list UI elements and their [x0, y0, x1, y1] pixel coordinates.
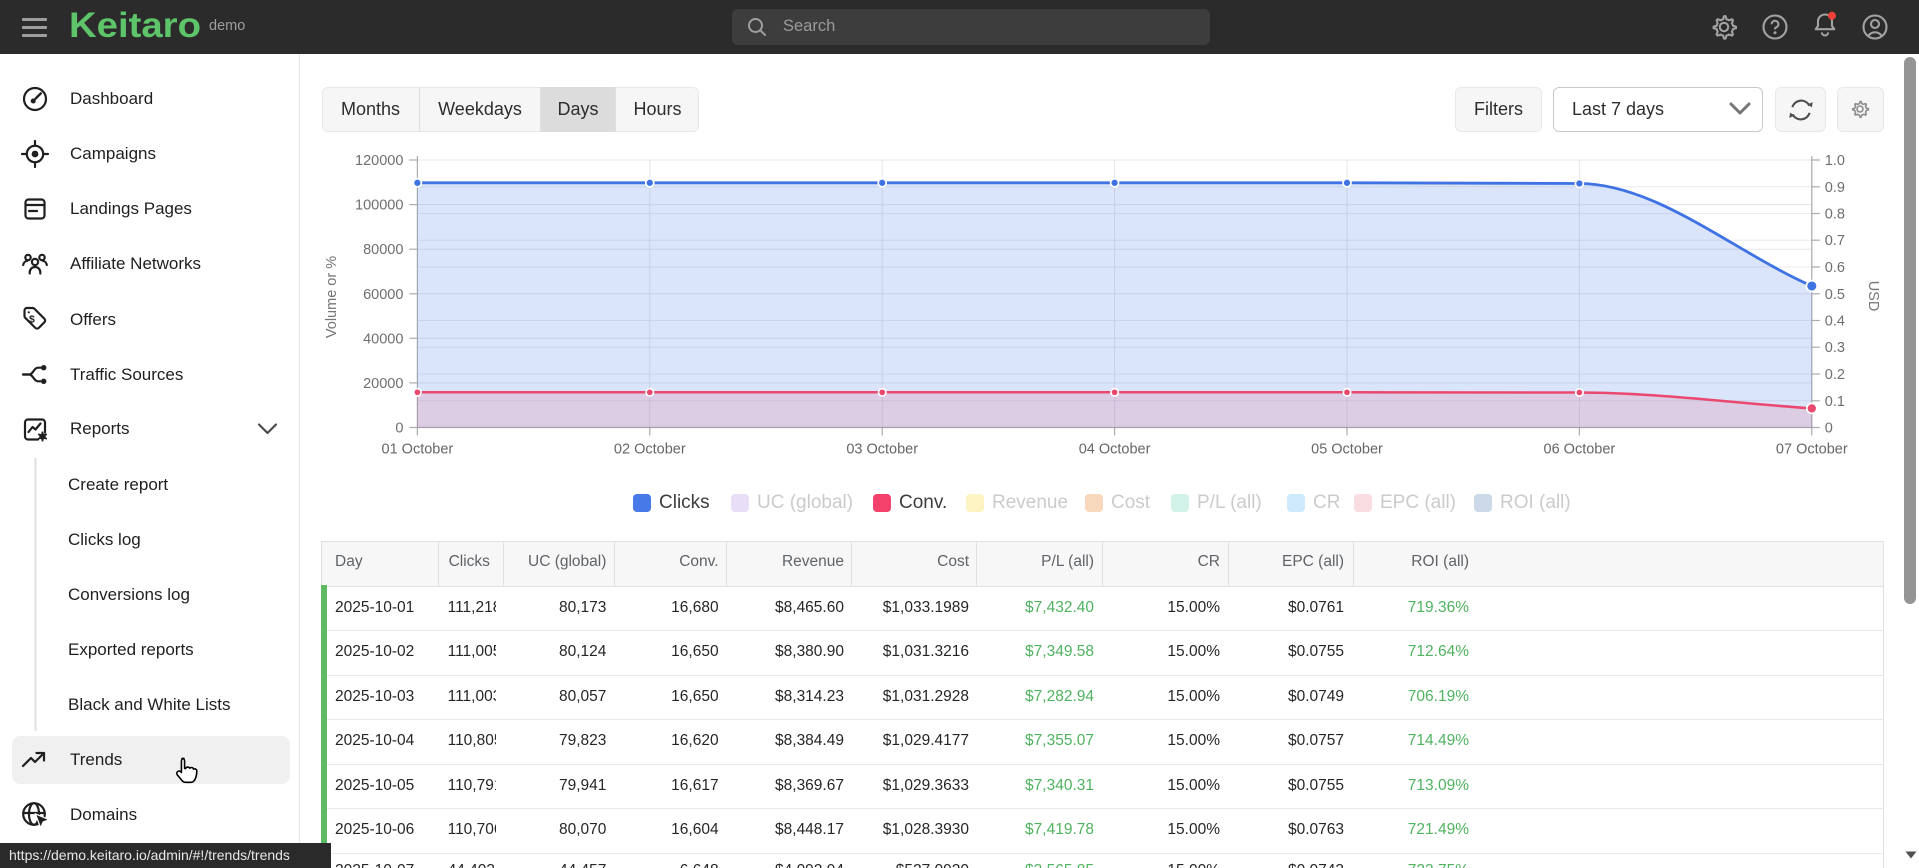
- svg-text:$: $: [29, 314, 35, 326]
- svg-text:0.7: 0.7: [1825, 233, 1845, 249]
- svg-text:0.3: 0.3: [1825, 340, 1845, 356]
- svg-text:02 October: 02 October: [614, 442, 686, 458]
- svg-text:0.9: 0.9: [1825, 180, 1845, 196]
- svg-text:0.4: 0.4: [1825, 314, 1845, 330]
- svg-text:07 October: 07 October: [1776, 442, 1848, 458]
- svg-text:0.5: 0.5: [1825, 287, 1845, 303]
- svg-text:20000: 20000: [363, 376, 403, 392]
- svg-text:60000: 60000: [363, 287, 403, 303]
- svg-text:120000: 120000: [355, 153, 403, 169]
- svg-text:USD: USD: [1865, 281, 1881, 312]
- svg-text:05 October: 05 October: [1311, 442, 1383, 458]
- svg-text:0.2: 0.2: [1825, 367, 1845, 383]
- svg-text:0.8: 0.8: [1825, 207, 1845, 223]
- svg-text:40000: 40000: [363, 331, 403, 347]
- svg-text:0: 0: [1825, 421, 1833, 437]
- svg-text:1.0: 1.0: [1825, 153, 1845, 169]
- svg-text:Keitaro: Keitaro: [69, 6, 201, 45]
- svg-text:100000: 100000: [355, 198, 403, 214]
- svg-text:0: 0: [395, 421, 403, 437]
- svg-text:0.6: 0.6: [1825, 260, 1845, 276]
- svg-text:06 October: 06 October: [1544, 442, 1616, 458]
- svg-text:04 October: 04 October: [1079, 442, 1151, 458]
- svg-text:80000: 80000: [363, 242, 403, 258]
- svg-text:03 October: 03 October: [846, 442, 918, 458]
- svg-text:Volume or %: Volume or %: [324, 256, 340, 338]
- svg-text:01 October: 01 October: [382, 442, 454, 458]
- svg-text:0.1: 0.1: [1825, 394, 1845, 410]
